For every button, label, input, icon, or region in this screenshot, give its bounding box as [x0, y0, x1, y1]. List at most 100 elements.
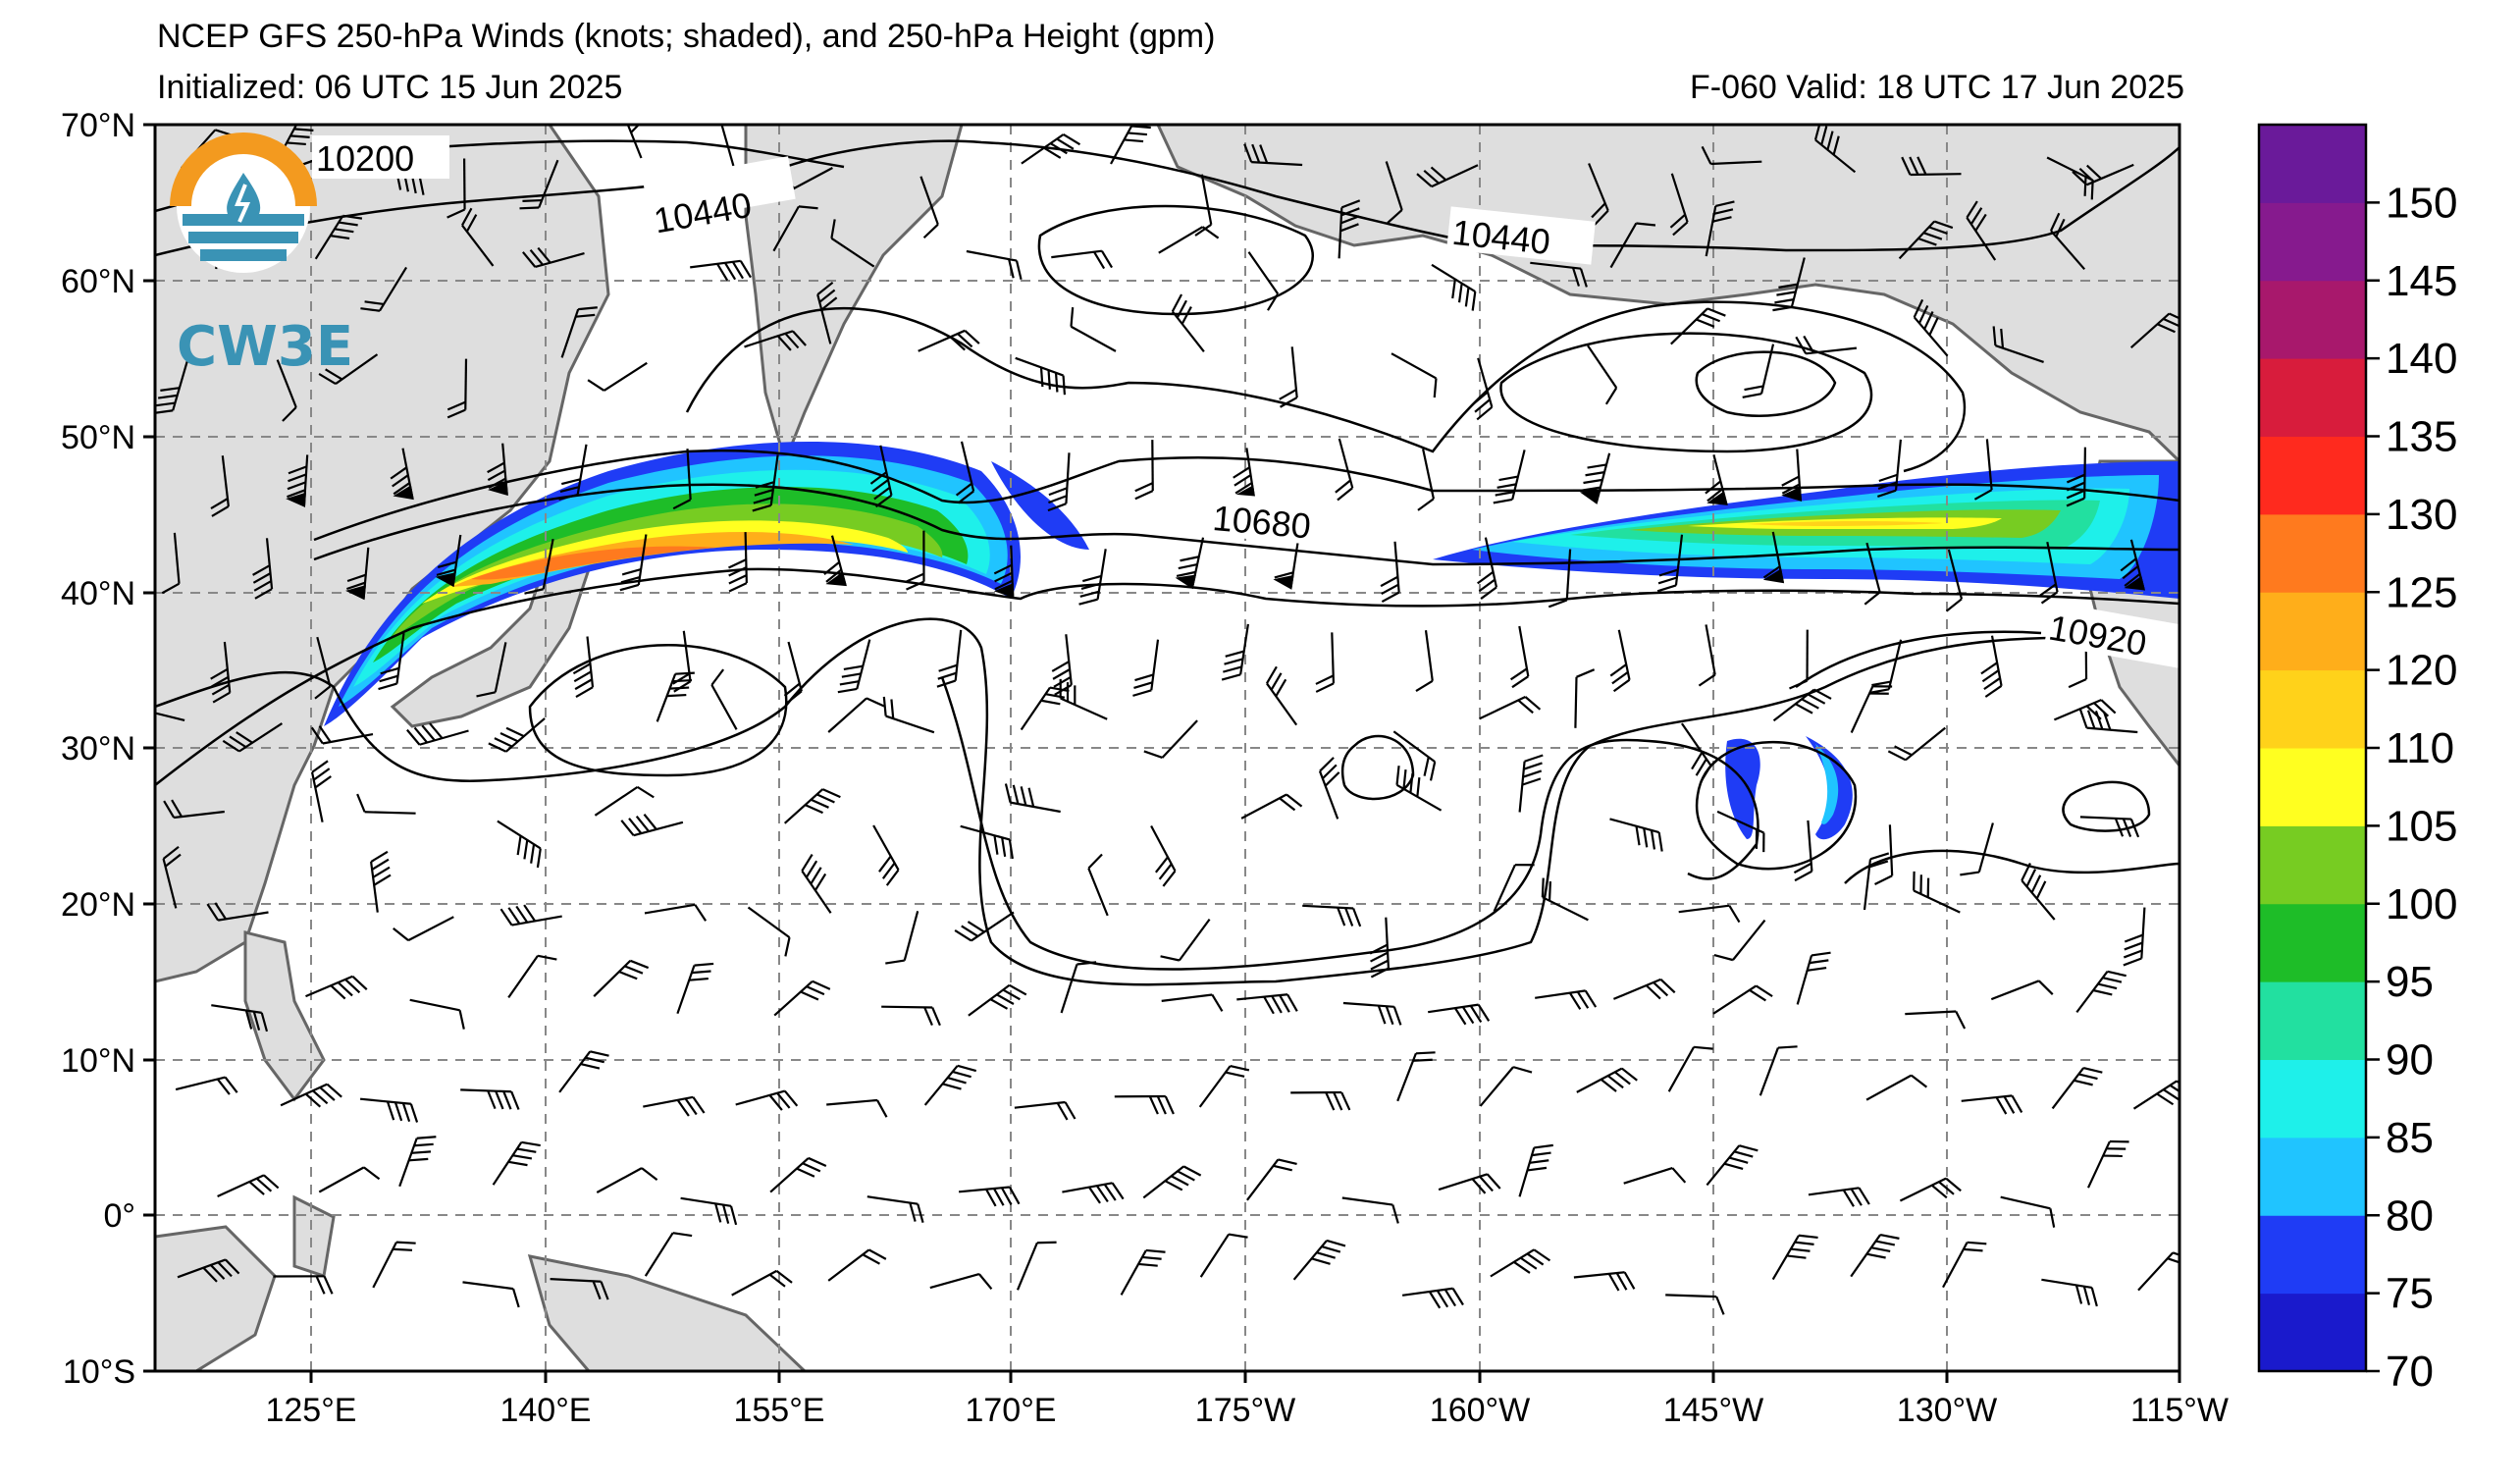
wind-barb — [1713, 919, 1766, 962]
contour-10560-ridge — [685, 300, 1967, 473]
wind-barb — [206, 902, 269, 922]
wind-barb — [1701, 145, 1762, 166]
wind-barb — [1059, 678, 1108, 720]
wind-barb — [2021, 862, 2056, 921]
colorbar-cell — [2259, 903, 2366, 982]
wind-barb — [960, 824, 1014, 860]
wind-barb — [1518, 1143, 1553, 1197]
wind-barb — [1576, 1067, 1638, 1093]
wind-barb — [487, 443, 508, 496]
lat-label-10n: 10°N — [61, 1042, 135, 1080]
colorbar-tick-label: 90 — [2386, 1036, 2434, 1085]
wind-barb — [345, 547, 370, 601]
wind-barb — [1171, 293, 1205, 352]
wind-barb — [966, 249, 1023, 280]
wind-barb — [676, 962, 714, 1015]
map-title: NCEP GFS 250-hPa Winds (knots; shaded), … — [157, 18, 1216, 55]
wind-barb — [872, 824, 900, 886]
wind-barb — [1705, 200, 1735, 257]
wind-barb — [1221, 623, 1249, 681]
wind-barb — [1573, 1271, 1636, 1292]
wind-barb — [1428, 1003, 1491, 1026]
colorbar-tick-label: 140 — [2386, 335, 2457, 383]
wind-barb — [492, 1140, 541, 1186]
wind-barb — [643, 1095, 706, 1117]
wind-barb — [827, 1248, 887, 1282]
wind-barb — [210, 641, 232, 704]
wind-barb — [1961, 1094, 2023, 1115]
wind-barb — [1417, 449, 1435, 511]
wind-barb — [830, 219, 875, 268]
wind-barb — [993, 545, 1015, 599]
wind-barb — [522, 246, 585, 269]
contour-jet-north — [313, 449, 2179, 542]
wind-barb — [318, 1166, 381, 1193]
wind-barb — [1479, 696, 1542, 720]
wind-barb — [2050, 212, 2086, 271]
wind-barb — [1246, 1158, 1297, 1201]
contour-anticyclone-mid — [1340, 734, 1415, 801]
wind-barb — [1273, 537, 1300, 590]
wind-barb — [2123, 907, 2146, 967]
wind-barb — [1194, 174, 1213, 237]
wind-barb — [1609, 629, 1631, 693]
wind-barb — [968, 983, 1027, 1017]
contour-jet-south — [313, 483, 2179, 566]
contour-label-10200: 10200 — [316, 138, 414, 179]
contour-east-ridge — [1795, 630, 2042, 689]
wind-barb — [390, 448, 414, 501]
wind-barb — [1874, 824, 1894, 886]
wind-barb — [1014, 1100, 1076, 1121]
land-borneo-newguinea — [155, 1225, 808, 1371]
wind-barb — [1062, 1182, 1125, 1204]
wind-barb — [1579, 452, 1611, 504]
contour-high-east — [2062, 780, 2151, 832]
wind-barb — [1850, 1233, 1900, 1278]
wind-barb — [1850, 685, 1893, 733]
wind-barb — [2072, 163, 2134, 186]
wind-barb — [1535, 989, 1598, 1010]
wind-barb — [1051, 249, 1114, 270]
wind-barb — [826, 1098, 888, 1118]
wind-barb — [550, 1278, 609, 1300]
wind-barb — [1401, 1287, 1464, 1309]
wind-barb — [619, 534, 648, 592]
colorbar-cell — [2259, 280, 2366, 359]
contour-10560-closed — [1499, 332, 1873, 453]
colorbar-tick-label: 85 — [2386, 1114, 2434, 1162]
colorbar-cell — [2259, 1215, 2366, 1295]
wind-barb — [476, 642, 507, 698]
wind-barb — [1341, 1196, 1399, 1224]
wind-barb — [2041, 1278, 2098, 1307]
wind-barb — [1678, 904, 1741, 924]
wind-barb — [731, 1269, 793, 1297]
wind-barb — [837, 639, 871, 694]
wind-barb — [1793, 820, 1813, 882]
wind-barb — [1292, 1239, 1346, 1281]
colorbar-tick-label: 100 — [2386, 880, 2457, 928]
wind-barb — [744, 330, 807, 351]
wind-barb — [869, 445, 893, 508]
wind-barb — [1716, 810, 1765, 853]
wind-barb — [1142, 1165, 1202, 1199]
wind-barb — [252, 538, 274, 600]
wind-barb — [918, 329, 980, 352]
wind-barb — [217, 1174, 280, 1198]
wind-barb — [710, 668, 738, 730]
wind-barb — [783, 641, 803, 705]
wind-barb — [560, 306, 598, 358]
wind-barb — [620, 813, 684, 837]
wind-barb — [2078, 709, 2138, 734]
wind-barb — [1973, 439, 1993, 501]
wind-barb — [690, 259, 752, 282]
wind-barb — [881, 1005, 941, 1027]
colorbar-tick-label: 95 — [2386, 958, 2434, 1006]
wind-barb — [359, 1097, 419, 1123]
wind-barb — [1609, 222, 1656, 269]
wind-barb — [461, 207, 495, 267]
wind-barb — [2066, 447, 2086, 507]
wind-barb — [769, 1156, 827, 1193]
wind-barb — [462, 1281, 520, 1308]
wind-barb — [1706, 1144, 1759, 1187]
wind-barb — [1623, 1167, 1687, 1185]
